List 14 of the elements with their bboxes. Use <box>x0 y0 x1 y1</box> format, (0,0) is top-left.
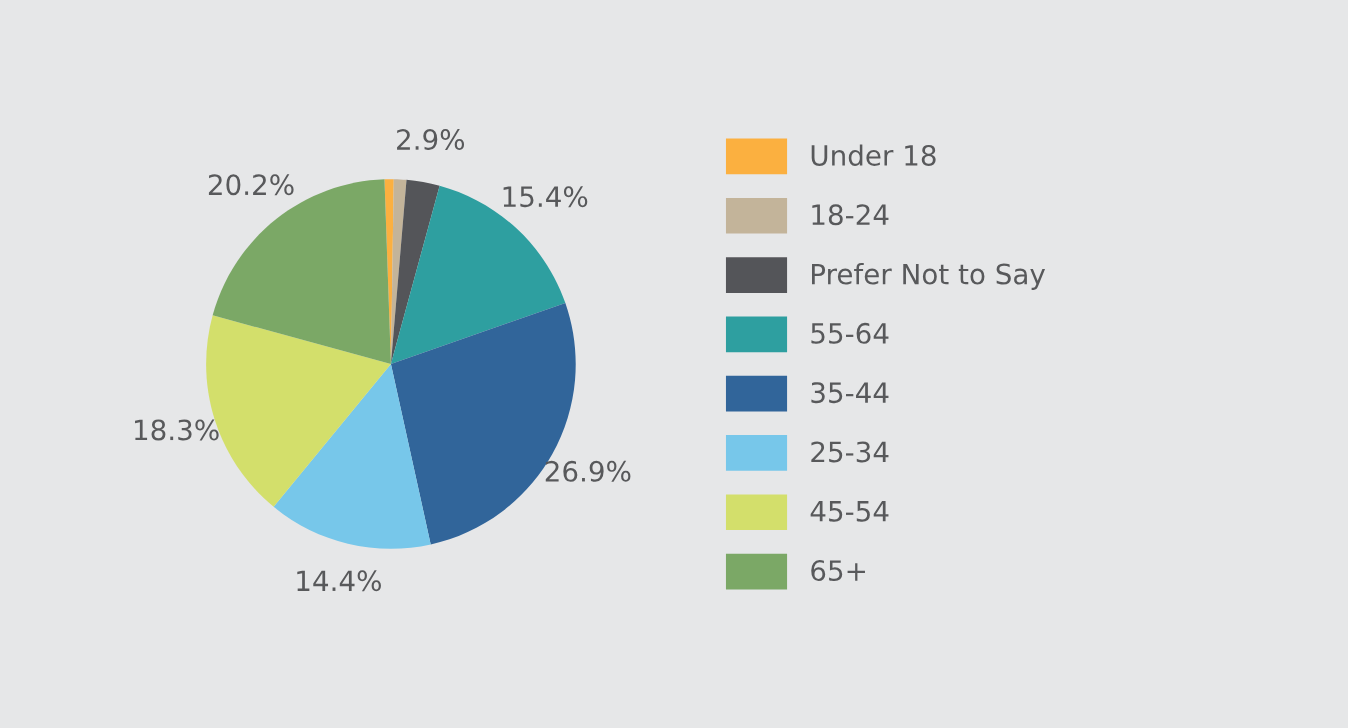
legend-label: 55-64 <box>811 322 889 344</box>
legend-label: 65+ <box>811 560 865 582</box>
data-label: 26.9% <box>545 460 631 482</box>
data-label: 18.3% <box>135 419 219 441</box>
data-label: 15.4% <box>503 186 588 208</box>
legend-label: 18-24 <box>812 204 889 226</box>
legend-label: Prefer Not to Say <box>812 263 1046 290</box>
legend-label: 35-44 <box>811 382 889 404</box>
legend-label: 25-34 <box>811 441 889 463</box>
data-label: 20.2% <box>208 174 294 196</box>
data-label: 14.4% <box>297 570 381 592</box>
data-label: 2.9% <box>397 129 465 151</box>
legend-label: 45-54 <box>810 501 889 522</box>
legend-label: Under 18 <box>811 144 936 166</box>
